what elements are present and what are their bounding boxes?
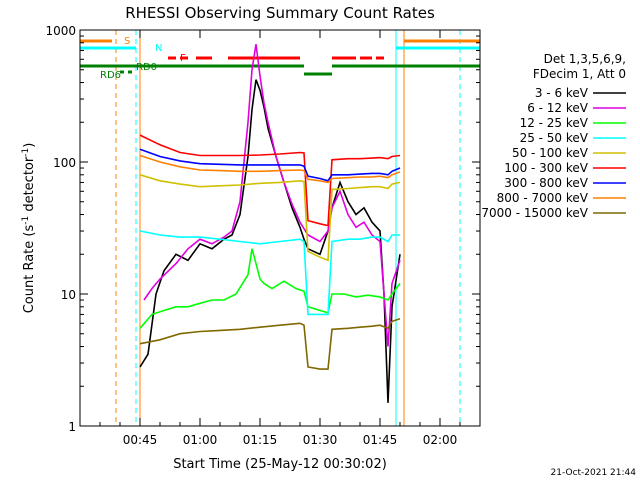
flag-label-0: S: [124, 36, 130, 47]
footer-date: 21-Oct-2021 21:44: [551, 468, 637, 478]
series-line-8: [139, 317, 401, 370]
y-tick-label-3: 1000: [45, 24, 76, 38]
y-axis-label-pre: Count Rate (s: [22, 225, 37, 314]
legend-label-7: 800 - 7000 keV: [497, 191, 589, 205]
y-tick-label-2: 100: [53, 156, 76, 170]
legend-label-0: 3 - 6 keV: [535, 86, 589, 100]
y-axis-label-post: ): [22, 143, 37, 148]
legend-label-8: 7000 - 15000 keV: [481, 206, 588, 220]
x-tick-label-2: 01:15: [243, 433, 278, 447]
legend-header-1: Det 1,3,5,6,9,: [544, 52, 626, 66]
legend-label-4: 50 - 100 keV: [512, 146, 589, 160]
legend-label-6: 300 - 800 keV: [504, 176, 588, 190]
x-axis-label: Start Time (25-May-12 00:30:02): [173, 457, 387, 472]
legend-label-2: 12 - 25 keV: [520, 116, 589, 130]
series-line-2: [139, 248, 401, 329]
series-line-4: [139, 174, 401, 262]
legend-label-1: 6 - 12 keV: [527, 101, 589, 115]
y-axis-label-mid: detector: [22, 156, 37, 216]
flag-label-3: RD0: [136, 62, 157, 73]
y-tick-label-1: 10: [61, 288, 76, 302]
series-line-7: [139, 154, 401, 184]
legend-label-5: 100 - 300 keV: [504, 161, 588, 175]
y-axis-label-sup: -1: [21, 216, 31, 225]
y-tick-label-0: 1: [68, 420, 76, 434]
x-tick-label-1: 01:00: [183, 433, 218, 447]
x-tick-label-5: 02:00: [423, 433, 458, 447]
y-axis-label: Count Rate (s-1 detector-1): [21, 143, 37, 314]
y-axis: 1 10 100 1000: [45, 24, 480, 434]
legend-header-2: FDecim 1, Att 0: [533, 67, 626, 81]
legend: Det 1,3,5,6,9, FDecim 1, Att 0 3 - 6 keV…: [481, 52, 626, 220]
series-line-5: [139, 134, 401, 227]
flag-label-1: N: [155, 43, 162, 54]
x-tick-label-4: 01:45: [363, 433, 398, 447]
flag-label-5: RD6: [100, 70, 121, 81]
y-axis-label-sup2: -1: [21, 148, 31, 157]
flag-label-2: F: [180, 53, 186, 64]
legend-label-3: 25 - 50 keV: [520, 131, 589, 145]
x-tick-label-3: 01:30: [303, 433, 338, 447]
x-tick-label-0: 00:45: [123, 433, 158, 447]
plot-area: S N F RD0 RD6: [80, 30, 480, 426]
series-line-6: [139, 148, 401, 182]
chart-title: RHESSI Observing Summary Count Rates: [125, 4, 435, 22]
series-line-3: [139, 230, 400, 316]
x-axis: 00:45 01:00 01:15 01:30 01:45 02:00: [79, 30, 481, 447]
series-line-1: [143, 44, 401, 347]
